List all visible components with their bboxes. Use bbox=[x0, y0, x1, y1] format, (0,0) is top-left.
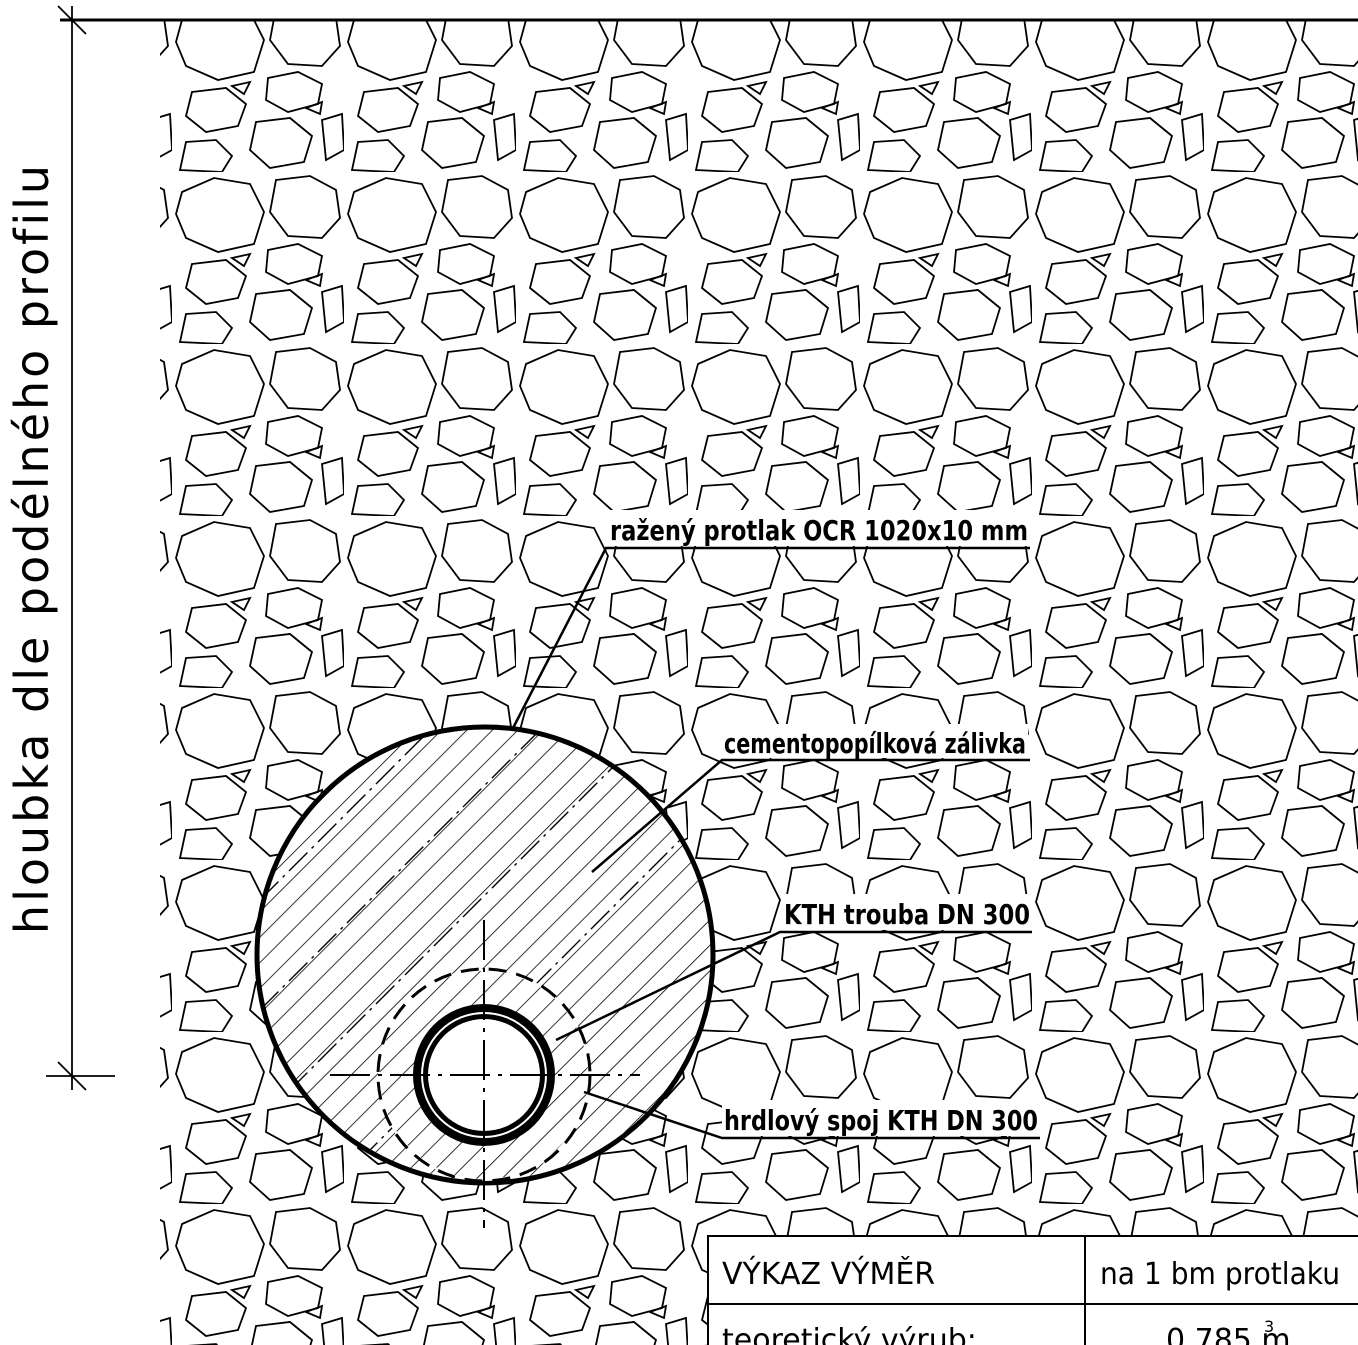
label-protlak: ražený protlak OCR 1020x10 mm bbox=[610, 514, 1028, 547]
label-zalivka: cementopopílková zálivka bbox=[724, 727, 1026, 760]
depth-dimension bbox=[46, 5, 115, 1091]
quantity-table: VÝKAZ VÝMĚR na 1 bm protlaku teoretický … bbox=[707, 1235, 1358, 1345]
table-header-right: na 1 bm protlaku bbox=[1100, 1257, 1340, 1292]
depth-label: hloubka dle podélného profilu bbox=[5, 162, 59, 934]
table-row-left: teoretický výrub: bbox=[722, 1323, 977, 1345]
table-row-right: 0,785 m bbox=[1166, 1323, 1291, 1345]
rock-fill bbox=[160, 20, 1358, 1345]
table-header-left: VÝKAZ VÝMĚR bbox=[722, 1256, 935, 1292]
leader-lines bbox=[510, 546, 1040, 1140]
pipe-centerlines bbox=[330, 920, 640, 1228]
label-trouba: KTH trouba DN 300 bbox=[784, 898, 1030, 931]
label-spoj: hrdlový spoj KTH DN 300 bbox=[724, 1104, 1038, 1137]
table-row-unit-sup: 3 bbox=[1264, 1317, 1274, 1336]
